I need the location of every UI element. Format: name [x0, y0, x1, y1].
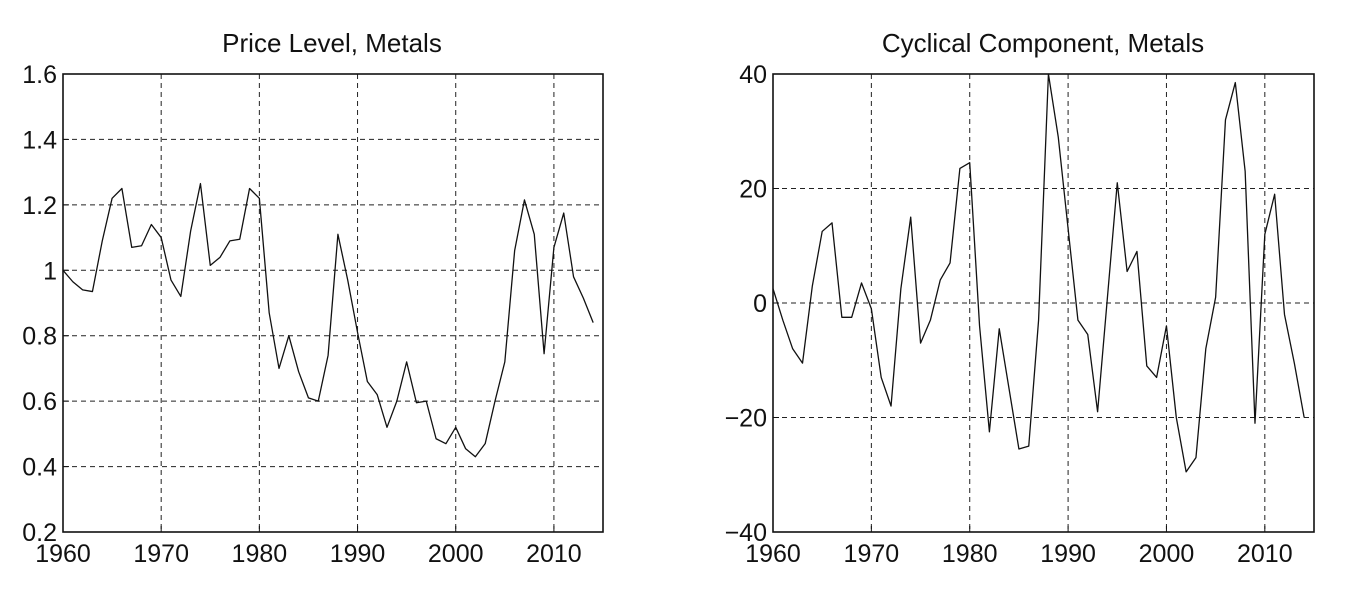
- y-tick-label: 0.6: [22, 388, 57, 416]
- x-tick-label: 1970: [133, 540, 189, 568]
- series-line: [62, 182, 594, 458]
- chart-panel-price-level: Price Level, Metals 1960 1970 1980 1990 2000 2…: [22, 28, 604, 568]
- chart-title: Price Level, Metals: [222, 28, 442, 58]
- y-tick-label: −40: [725, 519, 767, 547]
- x-tick-label: 2000: [1139, 540, 1195, 568]
- x-tick-label: 2010: [526, 540, 582, 568]
- y-tick-label: 0.2: [22, 519, 57, 547]
- y-tick-label: 1.4: [22, 126, 57, 154]
- price-level-chart: Price Level, Metals 1960 1970 1980 1990 2000 2…: [22, 28, 604, 568]
- y-tick-label: 0.4: [22, 454, 57, 482]
- series-line: [772, 73, 1305, 473]
- x-tick-label: 1990: [1040, 540, 1096, 568]
- chart-title: Cyclical Component, Metals: [882, 28, 1204, 58]
- y-tick-label: 20: [739, 176, 767, 204]
- x-tick-label: 1960: [745, 540, 801, 568]
- x-tick-label: 2010: [1237, 540, 1293, 568]
- y-tick-label: 0.8: [22, 323, 57, 351]
- x-tick-label: 1990: [330, 540, 386, 568]
- tick-labels: 1960 1970 1980 1990 2000 2010 0.2 0.4 0.6 0.8 1 1.2…: [22, 61, 581, 568]
- y-tick-label: 0: [753, 290, 767, 318]
- y-tick-label: 1: [43, 257, 57, 285]
- y-tick-label: 1.2: [22, 192, 57, 220]
- plot-frame: [62, 73, 604, 533]
- y-tick-label: −20: [725, 405, 767, 433]
- grid: [63, 74, 603, 532]
- x-tick-label: 1980: [232, 540, 288, 568]
- tick-labels: 1960 1970 1980 1990 2000 2010 −40 −20 0 20 40: [725, 61, 1293, 568]
- chart-panel-cyclical-component: Cyclical Component, Metals 1960 1970 1980 19…: [676, 0, 1352, 614]
- x-tick-label: 1960: [35, 540, 91, 568]
- y-tick-label: 1.6: [22, 61, 57, 89]
- y-tick-label: 40: [739, 61, 767, 89]
- x-tick-label: 1980: [942, 540, 998, 568]
- x-tick-label: 2000: [428, 540, 484, 568]
- x-tick-label: 1970: [844, 540, 900, 568]
- grid: [773, 74, 1314, 532]
